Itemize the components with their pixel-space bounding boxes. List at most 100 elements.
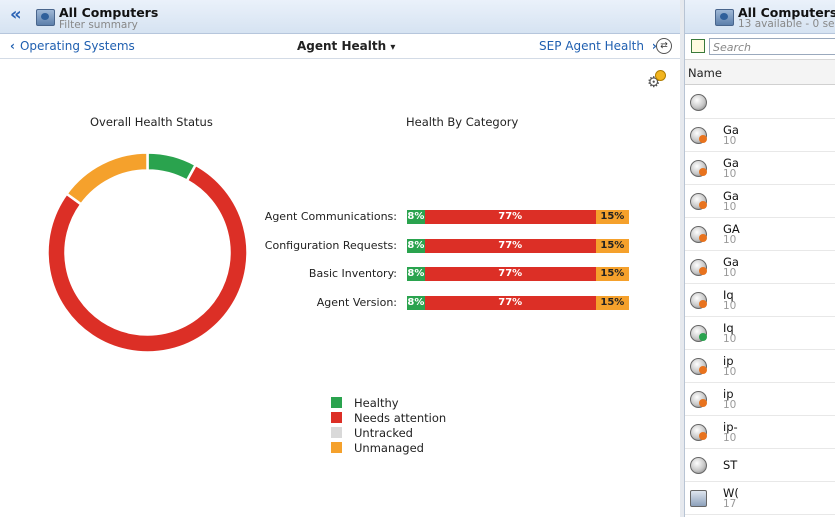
computer-row[interactable]: ST xyxy=(685,449,835,482)
report-selector-dropdown[interactable]: Agent Health ▾ xyxy=(297,39,395,53)
attention-segment: 77% xyxy=(424,296,596,310)
forward-to-sep-agent-health-link[interactable]: SEP Agent Health › xyxy=(539,39,657,53)
chevron-left-icon: ‹ xyxy=(10,39,15,53)
collapse-panel-button[interactable]: « xyxy=(10,4,22,25)
unmanaged-segment: 15% xyxy=(595,296,629,310)
computer-row[interactable]: Iq 10 xyxy=(685,317,835,350)
warning-icon xyxy=(699,168,707,176)
computer-row[interactable]: W(17 xyxy=(685,482,835,515)
legend-label: Healthy xyxy=(354,395,399,410)
legend-item: Needs attention xyxy=(331,410,446,425)
healthy-segment: 8% xyxy=(407,296,425,310)
computer-name: Iq xyxy=(723,321,734,335)
unmanaged-segment: 15% xyxy=(595,210,629,224)
computer-name: ST xyxy=(723,458,738,472)
computer-icon xyxy=(690,94,707,111)
warning-icon xyxy=(699,399,707,407)
attention-segment: 77% xyxy=(424,239,596,253)
refresh-circle-icon[interactable]: ⇄ xyxy=(656,38,672,54)
search-input[interactable]: Search xyxy=(709,38,835,55)
warning-icon xyxy=(699,234,707,242)
legend-swatch xyxy=(331,412,342,423)
computer-row[interactable]: Ga 10 xyxy=(685,152,835,185)
warning-icon xyxy=(699,267,707,275)
computer-name: W( xyxy=(723,486,739,500)
overall-health-title: Overall Health Status xyxy=(90,115,213,129)
computer-row[interactable]: ip 10 xyxy=(685,383,835,416)
unmanaged-segment: 15% xyxy=(595,267,629,281)
computer-row[interactable]: Ga 10 xyxy=(685,119,835,152)
category-bar: 8% 77% 15% xyxy=(407,239,629,253)
legend-label: Untracked xyxy=(354,425,413,440)
computer-detail: 10 xyxy=(723,300,737,312)
warning-icon xyxy=(699,432,707,440)
back-to-operating-systems-link[interactable]: ‹ Operating Systems xyxy=(10,39,135,53)
computer-detail: 10 xyxy=(723,399,737,411)
agent-health-panel: « All Computers Filter summary ‹ Operatin… xyxy=(0,0,681,517)
computer-detail: 10 xyxy=(723,267,737,279)
server-icon xyxy=(690,490,707,507)
computer-group-icon xyxy=(36,9,55,26)
computer-row[interactable]: ip 10 xyxy=(685,350,835,383)
category-label: Agent Communications: xyxy=(264,210,397,223)
forward-link-label: SEP Agent Health xyxy=(539,39,644,53)
legend-item: Healthy xyxy=(331,395,446,410)
overall-health-donut-chart xyxy=(46,151,249,354)
filter-icon[interactable] xyxy=(691,39,705,53)
right-header: All Computers 13 available - 0 sele xyxy=(685,0,835,34)
computer-name: ip xyxy=(723,354,734,368)
attention-segment: 77% xyxy=(424,267,596,281)
legend-label: Unmanaged xyxy=(354,440,424,455)
left-header-title: All Computers xyxy=(59,5,159,20)
right-header-subtitle: 13 available - 0 sele xyxy=(738,18,835,30)
computer-detail: 10 xyxy=(723,333,737,345)
category-label: Agent Version: xyxy=(316,296,397,309)
computer-name: Ga xyxy=(723,156,739,170)
computer-row[interactable]: Ga 10 xyxy=(685,185,835,218)
computer-list-panel: All Computers 13 available - 0 sele Sear… xyxy=(685,0,835,517)
healthy-segment: 8% xyxy=(407,239,425,253)
healthy-segment: 8% xyxy=(407,210,425,224)
computer-detail: 10 xyxy=(723,432,737,444)
report-nav-bar: ‹ Operating Systems Agent Health ▾ SEP Ag… xyxy=(0,34,680,59)
computer-detail: 10 xyxy=(723,201,737,213)
right-header-title: All Computers xyxy=(738,5,835,20)
healthy-segment: 8% xyxy=(407,267,425,281)
computer-detail: 10 xyxy=(723,168,737,180)
warning-icon xyxy=(699,201,707,209)
chart-legend: Healthy Needs attention Untracked Unmana… xyxy=(331,395,446,455)
attention-segment: 77% xyxy=(424,210,596,224)
category-label: Configuration Requests: xyxy=(264,239,397,252)
donut-slice-unmanaged[interactable] xyxy=(64,151,149,207)
settings-badge-icon xyxy=(655,70,666,81)
computer-detail: 10 xyxy=(723,366,737,378)
legend-item: Unmanaged xyxy=(331,440,446,455)
computer-name: Ga xyxy=(723,123,739,137)
left-header-subtitle: Filter summary xyxy=(59,19,138,31)
panel-splitter[interactable] xyxy=(680,0,685,517)
column-header-name[interactable]: Name xyxy=(685,59,835,85)
computer-row[interactable]: GA 10 xyxy=(685,218,835,251)
check-icon xyxy=(699,333,707,341)
category-label: Basic Inventory: xyxy=(308,267,397,280)
computer-row[interactable]: Ga 10 xyxy=(685,251,835,284)
warning-icon xyxy=(699,366,707,374)
category-bar: 8% 77% 15% xyxy=(407,296,629,310)
computer-row[interactable]: Iq 10 xyxy=(685,284,835,317)
caret-down-icon: ▾ xyxy=(390,42,396,53)
donut-slice-needs-attention[interactable] xyxy=(46,163,249,354)
computer-group-icon xyxy=(715,9,734,26)
category-bar: 8% 77% 15% xyxy=(407,267,629,281)
legend-swatch xyxy=(331,427,342,438)
computer-name: Iq xyxy=(723,288,734,302)
legend-item: Untracked xyxy=(331,425,446,440)
computer-icon xyxy=(690,457,707,474)
computer-row[interactable]: ip- 10 xyxy=(685,416,835,449)
computer-name: Ga xyxy=(723,255,739,269)
computer-row[interactable] xyxy=(685,86,835,119)
computer-detail: 10 xyxy=(723,135,737,147)
computer-name: Ga xyxy=(723,189,739,203)
chevron-right-icon: › xyxy=(651,39,657,53)
legend-swatch xyxy=(331,397,342,408)
current-report-label: Agent Health xyxy=(297,39,387,53)
